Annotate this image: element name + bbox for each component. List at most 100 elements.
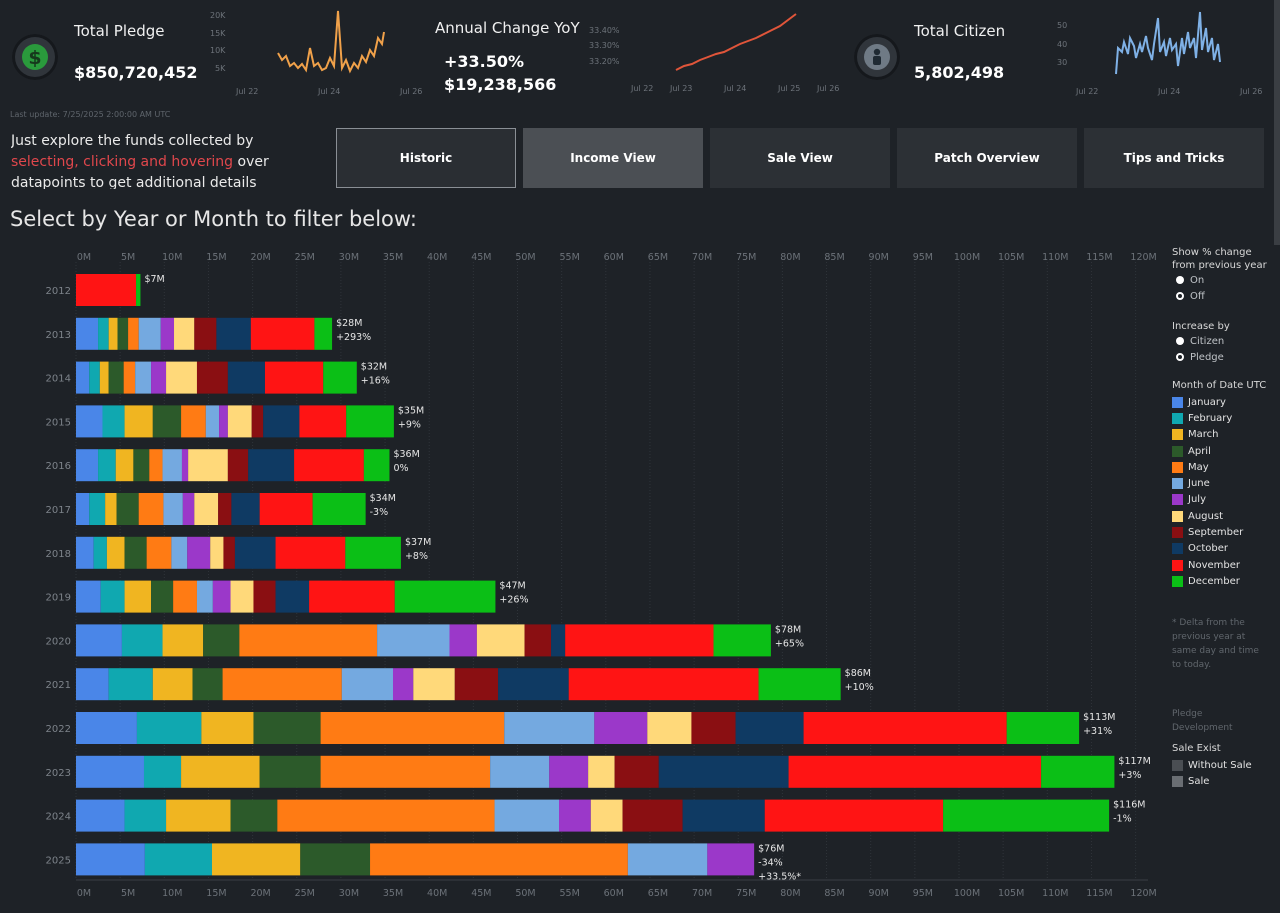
- bar-segment[interactable]: [144, 843, 212, 876]
- bar-segment[interactable]: [614, 755, 659, 788]
- bar-segment[interactable]: [123, 361, 136, 394]
- bar-segment[interactable]: [98, 317, 109, 350]
- legend-item-february[interactable]: February: [1172, 410, 1266, 426]
- bar-segment[interactable]: [588, 755, 615, 788]
- change-sparkline[interactable]: [670, 8, 805, 80]
- bar-segment[interactable]: [264, 361, 324, 394]
- bar-segment[interactable]: [108, 361, 124, 394]
- bar-segment[interactable]: [76, 712, 137, 744]
- bar-segment[interactable]: [194, 317, 217, 350]
- bar-segment[interactable]: [135, 361, 152, 394]
- bar-segment[interactable]: [320, 755, 491, 788]
- bar-segment[interactable]: [192, 668, 223, 701]
- legend-item-sale[interactable]: Sale: [1172, 773, 1252, 789]
- legend-item-july[interactable]: July: [1172, 492, 1266, 508]
- bar-segment[interactable]: [201, 712, 254, 744]
- bar-segment[interactable]: [194, 493, 219, 525]
- bar-segment[interactable]: [476, 624, 525, 657]
- bar-segment[interactable]: [320, 712, 505, 744]
- bar-segment[interactable]: [171, 536, 188, 569]
- bar-segment[interactable]: [76, 668, 109, 701]
- bar-segment[interactable]: [160, 317, 175, 350]
- bar-segment[interactable]: [345, 536, 401, 569]
- bar-segment[interactable]: [764, 799, 944, 832]
- bar-segment[interactable]: [259, 493, 313, 525]
- bar-segment[interactable]: [498, 668, 569, 701]
- yearly-pledge-bar-chart[interactable]: 0M 0M 5M 5M 10M 10M 15M 15M 20M 20M 25M 25M 30M 30M 35…: [0, 240, 1165, 913]
- vertical-scrollbar[interactable]: [1274, 0, 1280, 245]
- bar-segment[interactable]: [76, 755, 144, 788]
- tab-historic[interactable]: Historic: [336, 128, 516, 188]
- legend-item-march[interactable]: March: [1172, 427, 1266, 443]
- bar-segment[interactable]: [181, 405, 206, 438]
- bar-segment[interactable]: [230, 580, 254, 613]
- bar-segment[interactable]: [551, 624, 566, 657]
- bar-segment[interactable]: [106, 536, 125, 569]
- bar-segment[interactable]: [181, 755, 260, 788]
- bar-segment[interactable]: [124, 799, 167, 832]
- bar-segment[interactable]: [323, 361, 357, 394]
- tab-patch-overview[interactable]: Patch Overview: [897, 128, 1077, 188]
- bar-segment[interactable]: [188, 449, 228, 482]
- tab-tips-and-tricks[interactable]: Tips and Tricks: [1084, 128, 1264, 188]
- bar-segment[interactable]: [98, 449, 116, 482]
- bar-segment[interactable]: [454, 668, 499, 701]
- bar-segment[interactable]: [559, 799, 591, 832]
- bar-segment[interactable]: [102, 405, 125, 438]
- bar-segment[interactable]: [259, 755, 321, 788]
- bar-segment[interactable]: [309, 580, 395, 613]
- bar-segment[interactable]: [203, 624, 240, 657]
- bar-segment[interactable]: [658, 755, 789, 788]
- bar-segment[interactable]: [205, 405, 220, 438]
- bar-segment[interactable]: [494, 799, 560, 832]
- bar-segment[interactable]: [99, 361, 109, 394]
- bar-segment[interactable]: [294, 449, 364, 482]
- bar-segment[interactable]: [138, 493, 164, 525]
- bar-segment[interactable]: [230, 799, 278, 832]
- bar-segment[interactable]: [788, 755, 1042, 788]
- bar-segment[interactable]: [341, 668, 393, 701]
- bar-segment[interactable]: [146, 536, 172, 569]
- bar-segment[interactable]: [594, 712, 648, 744]
- bar-segment[interactable]: [682, 799, 765, 832]
- legend-item-may[interactable]: May: [1172, 459, 1266, 475]
- bar-segment[interactable]: [76, 317, 99, 350]
- bar-segment[interactable]: [124, 580, 152, 613]
- legend-item-december[interactable]: December: [1172, 573, 1266, 589]
- bar-segment[interactable]: [76, 580, 101, 613]
- legend-item-january[interactable]: January: [1172, 394, 1266, 410]
- bar-segment[interactable]: [151, 580, 174, 613]
- bar-segment[interactable]: [250, 317, 315, 350]
- bar-segment[interactable]: [124, 536, 147, 569]
- bar-segment[interactable]: [143, 755, 182, 788]
- bar-segment[interactable]: [713, 624, 771, 657]
- increase-pledge-radio[interactable]: Pledge: [1176, 349, 1230, 365]
- bar-segment[interactable]: [735, 712, 804, 744]
- bar-segment[interactable]: [89, 361, 100, 394]
- bar-segment[interactable]: [182, 493, 195, 525]
- bar-segment[interactable]: [234, 536, 276, 569]
- bar-segment[interactable]: [115, 449, 134, 482]
- bar-segment[interactable]: [239, 624, 378, 657]
- bar-segment[interactable]: [299, 405, 347, 438]
- bar-segment[interactable]: [151, 361, 167, 394]
- bar-segment[interactable]: [227, 361, 265, 394]
- legend-item-without-sale[interactable]: Without Sale: [1172, 757, 1252, 773]
- bar-segment[interactable]: [136, 274, 141, 306]
- bar-segment[interactable]: [394, 580, 496, 613]
- bar-segment[interactable]: [128, 317, 139, 350]
- bar-segment[interactable]: [187, 536, 211, 569]
- bar-segment[interactable]: [105, 493, 117, 525]
- bar-segment[interactable]: [76, 361, 90, 394]
- pledge-sparkline[interactable]: [270, 8, 390, 80]
- bar-segment[interactable]: [76, 624, 122, 657]
- bar-segment[interactable]: [76, 843, 145, 876]
- bar-segment[interactable]: [212, 580, 231, 613]
- bar-segment[interactable]: [100, 580, 125, 613]
- bar-segment[interactable]: [173, 580, 197, 613]
- legend-item-june[interactable]: June: [1172, 475, 1266, 491]
- bar-segment[interactable]: [590, 799, 623, 832]
- bar-segment[interactable]: [253, 580, 276, 613]
- bar-segment[interactable]: [300, 843, 371, 876]
- bar-segment[interactable]: [568, 668, 759, 701]
